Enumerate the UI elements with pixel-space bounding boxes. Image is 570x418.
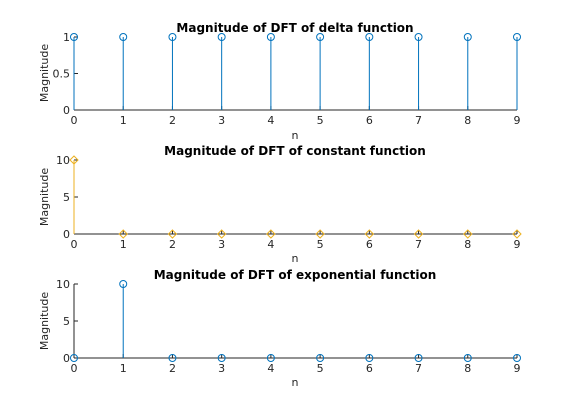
stem-marker-circle [365,33,374,41]
x-tick-label: 1 [120,114,127,127]
stem-marker-circle [168,33,177,41]
plot-title: Magnitude of DFT of delta function [176,21,413,35]
y-tick-label: 0 [63,352,70,365]
x-axis-label: n [292,252,299,265]
x-tick-label: 6 [366,362,373,375]
x-tick-label: 9 [514,362,521,375]
x-tick-label: 9 [514,238,521,251]
subplot-exponential: Magnitude of DFT of exponential function… [38,268,521,389]
stem-marker-circle [463,33,472,41]
x-tick-label: 8 [464,362,471,375]
stem-marker-circle [513,33,521,41]
x-axis-label: n [292,129,299,142]
x-tick-label: 2 [169,114,176,127]
x-tick-label: 9 [514,114,521,127]
y-tick-label: 10 [56,154,70,167]
plot-title: Magnitude of DFT of exponential function [154,268,437,282]
y-tick-label: 5 [63,191,70,204]
stem-marker-diamond [512,229,522,239]
x-tick-label: 4 [267,238,274,251]
stem-marker-diamond [364,229,375,239]
x-tick-label: 8 [464,114,471,127]
y-axis-label: Magnitude [38,44,51,103]
x-tick-label: 2 [169,238,176,251]
stem-marker-circle [316,354,325,362]
y-axis-label: Magnitude [38,292,51,351]
stem-marker-circle [217,33,226,41]
subplot-constant: Magnitude of DFT of constant function Ma… [38,144,522,265]
stem-marker-circle [119,33,128,41]
x-tick-label: 7 [415,362,422,375]
x-tick-label: 2 [169,362,176,375]
stem-marker-diamond [167,229,178,239]
stem-marker-diamond [118,229,128,239]
stem-marker-circle [463,354,472,362]
stem-marker-diamond [69,155,79,165]
x-axis-label: n [292,376,299,389]
stem-marker-diamond [413,229,424,239]
subplot-delta: Magnitude of DFT of delta function Magni… [38,21,521,142]
stem-marker-diamond [266,229,276,239]
y-tick-label: 5 [63,315,70,328]
stem-marker-circle [217,354,226,362]
stem-marker-circle [365,354,374,362]
y-tick-label: 0.5 [53,68,71,81]
x-tick-label: 5 [317,362,324,375]
x-tick-label: 0 [71,114,78,127]
x-tick-label: 3 [218,114,225,127]
stem-marker-diamond [315,229,325,239]
plot-title: Magnitude of DFT of constant function [164,144,426,158]
stem-marker-circle [119,280,128,288]
stem-marker-circle [70,33,78,41]
stem-marker-diamond [463,229,473,239]
y-axis-label: Magnitude [38,168,51,227]
x-tick-label: 6 [366,114,373,127]
x-tick-label: 4 [267,114,274,127]
y-tick-label: 0 [63,104,70,117]
stem-marker-diamond [216,229,227,239]
x-tick-label: 1 [120,238,127,251]
x-tick-label: 7 [415,114,422,127]
x-tick-label: 8 [464,238,471,251]
y-tick-label: 1 [63,31,70,44]
y-tick-label: 0 [63,228,70,241]
x-tick-label: 6 [366,238,373,251]
x-tick-label: 1 [120,362,127,375]
stem-marker-circle [316,33,325,41]
x-tick-label: 5 [317,238,324,251]
x-tick-label: 3 [218,238,225,251]
x-tick-label: 7 [415,238,422,251]
x-tick-label: 3 [218,362,225,375]
stem-marker-circle [414,354,423,362]
x-tick-label: 0 [71,362,78,375]
y-tick-label: 10 [56,278,70,291]
x-tick-label: 0 [71,238,78,251]
x-tick-label: 4 [267,362,274,375]
stem-marker-circle [70,354,78,362]
stem-marker-circle [414,33,423,41]
stem-marker-circle [266,354,275,362]
stem-marker-circle [513,354,521,362]
stem-marker-circle [168,354,177,362]
stem-marker-circle [266,33,275,41]
x-tick-label: 5 [317,114,324,127]
